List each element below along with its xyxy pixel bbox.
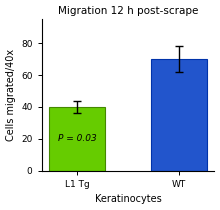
X-axis label: Keratinocytes: Keratinocytes [95,194,161,205]
Title: Migration 12 h post-scrape: Migration 12 h post-scrape [58,5,198,16]
Text: P = 0.03: P = 0.03 [58,134,97,143]
Y-axis label: Cells migrated/40x: Cells migrated/40x [6,49,16,141]
Bar [151,59,207,171]
Bar [50,107,105,171]
